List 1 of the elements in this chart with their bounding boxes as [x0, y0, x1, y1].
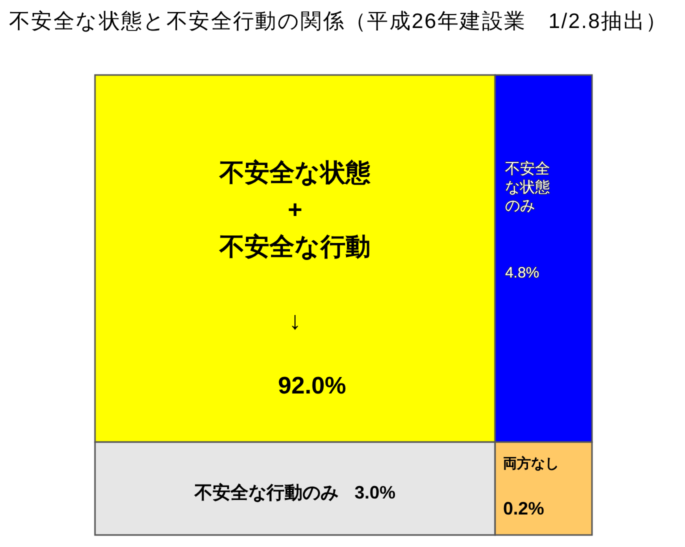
title: 不安全な状態と不安全行動の関係（平成26年建設業 1/2.8抽出）	[9, 10, 668, 33]
